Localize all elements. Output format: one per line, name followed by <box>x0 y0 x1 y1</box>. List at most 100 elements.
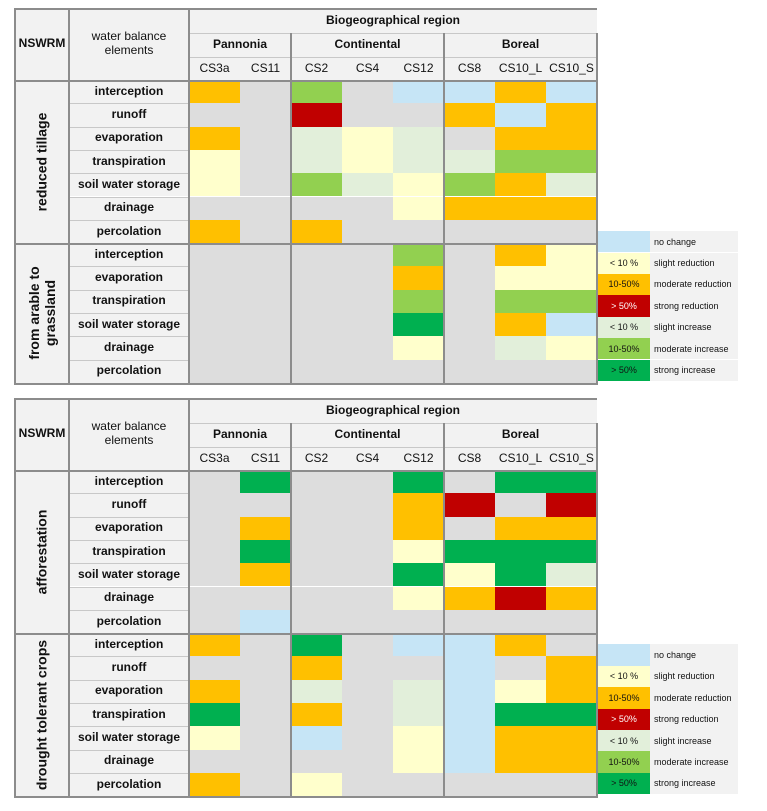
legend-swatch: 10-50% <box>598 273 650 296</box>
measure-cell: reduced tillage <box>15 80 69 244</box>
legend-description: strong reduction <box>650 295 738 317</box>
cell <box>444 196 495 220</box>
cell <box>393 289 444 313</box>
cell <box>189 726 240 750</box>
elements-header: water balance elements <box>69 398 189 470</box>
row-line <box>69 313 189 314</box>
cell <box>393 563 444 587</box>
cell <box>240 633 291 657</box>
cell <box>291 149 342 174</box>
cell <box>495 516 546 540</box>
element-label: percolation <box>69 609 189 634</box>
legend-swatch: < 10 % <box>598 730 650 752</box>
cell <box>546 493 597 517</box>
cell <box>291 656 342 680</box>
cell <box>495 493 546 517</box>
bottom-line <box>15 382 597 385</box>
cell <box>240 772 291 797</box>
cell <box>444 80 495 104</box>
cell <box>342 633 393 657</box>
cell <box>495 196 546 220</box>
legend-swatch <box>598 644 650 666</box>
cell <box>342 196 393 220</box>
row-line <box>69 173 189 175</box>
cell <box>291 609 342 634</box>
cell <box>240 196 291 220</box>
cell <box>444 703 495 727</box>
legend-swatch <box>598 231 650 253</box>
cell <box>393 336 444 360</box>
cell <box>393 103 444 127</box>
cell <box>444 126 495 150</box>
cell <box>393 633 444 657</box>
legend-description: slight increase <box>650 730 738 752</box>
cell <box>342 470 393 494</box>
cell <box>240 266 291 290</box>
row-line <box>69 219 189 221</box>
cell <box>189 243 240 267</box>
column-line <box>14 398 16 799</box>
cell <box>546 243 597 267</box>
cell <box>546 289 597 313</box>
cell <box>495 266 546 290</box>
element-label: runoff <box>69 103 189 127</box>
cell <box>495 563 546 587</box>
measure-line <box>15 470 597 472</box>
header-line <box>189 33 597 34</box>
cell <box>189 359 240 383</box>
legend-swatch: > 50% <box>598 295 650 317</box>
cell <box>342 539 393 564</box>
cell <box>393 313 444 337</box>
cell <box>240 313 291 337</box>
element-label: transpiration <box>69 149 189 174</box>
legend-description: slight reduction <box>650 665 738 688</box>
cell <box>546 470 597 494</box>
cell <box>546 80 597 104</box>
legend-swatch: > 50% <box>598 359 650 381</box>
cell <box>189 772 240 797</box>
cell <box>342 656 393 680</box>
cell <box>546 703 597 727</box>
element-label: percolation <box>69 359 189 383</box>
cell <box>444 336 495 360</box>
legend-description: moderate increase <box>650 338 738 360</box>
cell <box>495 609 546 634</box>
cell <box>342 149 393 174</box>
column-line <box>290 423 292 799</box>
case-header: CS8 <box>444 447 495 470</box>
element-label: interception <box>69 243 189 267</box>
cell <box>393 493 444 517</box>
cell <box>240 173 291 197</box>
cell <box>546 749 597 773</box>
cell <box>546 126 597 150</box>
element-label: interception <box>69 80 189 104</box>
case-header: CS10_S <box>546 57 597 80</box>
cell <box>444 516 495 540</box>
cell <box>189 80 240 104</box>
group-header: Boreal <box>444 33 597 57</box>
cell <box>393 609 444 634</box>
group-header: Boreal <box>444 423 597 447</box>
cell <box>189 219 240 244</box>
cell <box>546 539 597 564</box>
row-line <box>69 289 189 291</box>
cell <box>495 289 546 313</box>
cell <box>393 656 444 680</box>
element-label: transpiration <box>69 289 189 313</box>
cell <box>546 313 597 337</box>
measure-cell: from arable to grassland <box>15 243 69 383</box>
cell <box>342 336 393 360</box>
legend-description: slight increase <box>650 316 738 339</box>
cell <box>495 173 546 197</box>
row-line <box>69 749 189 751</box>
element-label: percolation <box>69 219 189 244</box>
cell <box>189 266 240 290</box>
row-line <box>69 772 189 774</box>
cell <box>495 126 546 150</box>
row-line <box>69 586 189 588</box>
column-line <box>596 423 598 799</box>
cell <box>291 726 342 750</box>
column-line <box>188 8 190 385</box>
group-header: Continental <box>291 423 444 447</box>
